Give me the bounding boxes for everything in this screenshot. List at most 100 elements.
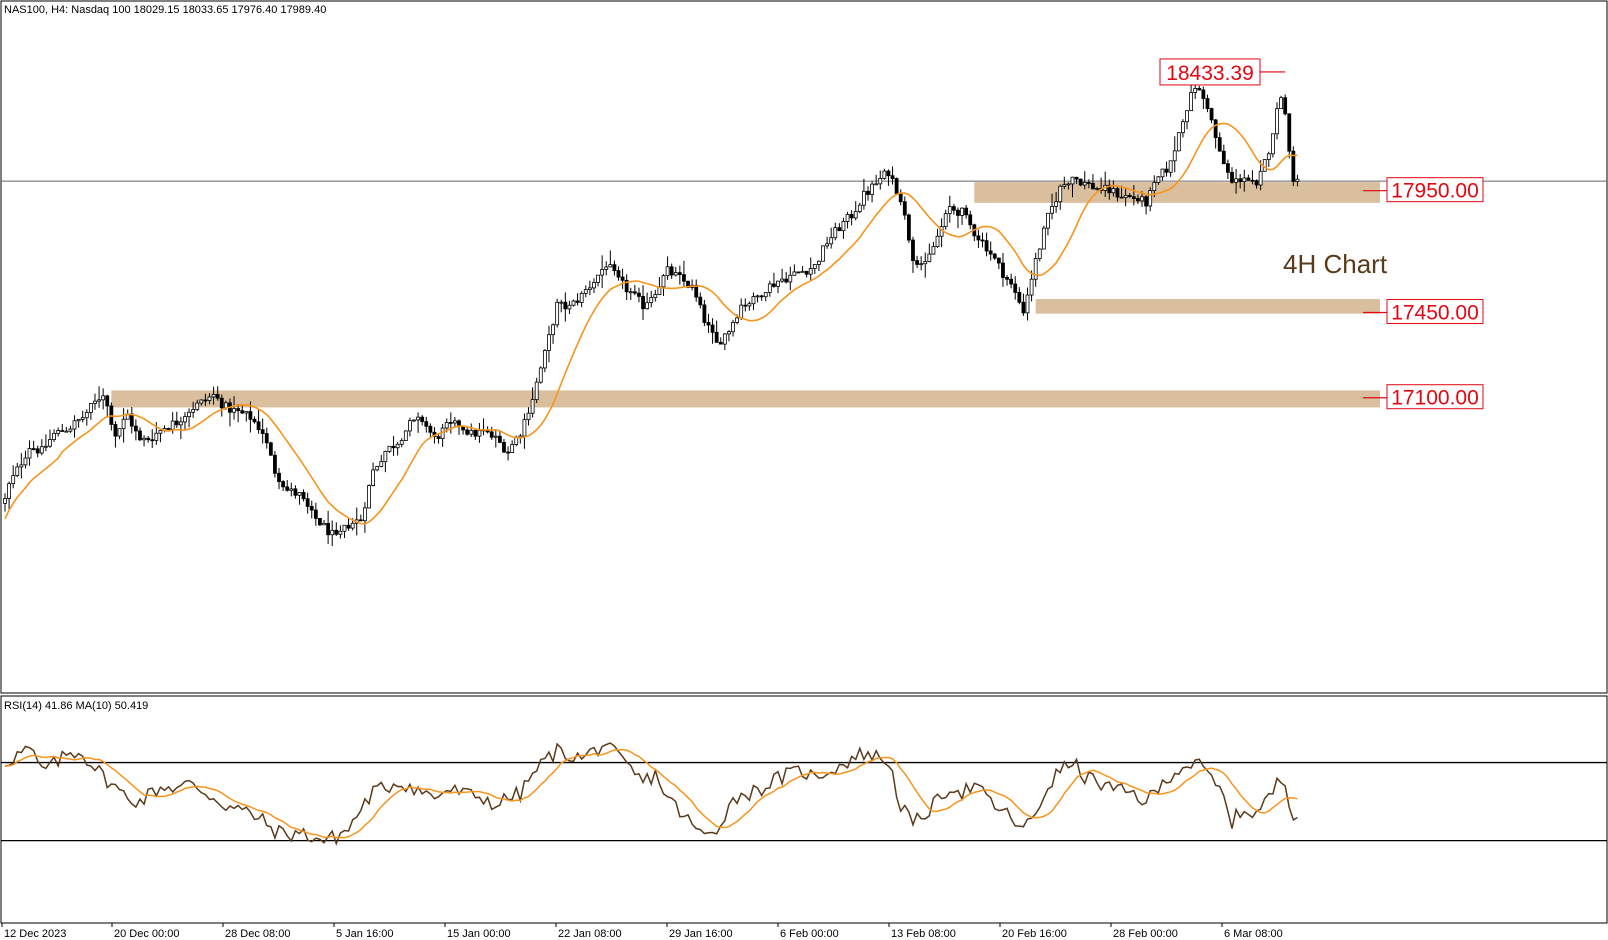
candle-body <box>1266 153 1271 160</box>
candle-body <box>1140 196 1144 202</box>
candle-body <box>587 287 592 291</box>
candle-body <box>694 284 699 298</box>
candle-body <box>722 333 727 345</box>
candle-body <box>367 485 371 509</box>
candle-body <box>923 261 928 265</box>
candle-body <box>1009 278 1014 285</box>
candle-body <box>530 399 535 414</box>
x-axis-tick-label: 20 Feb 16:00 <box>1002 928 1067 940</box>
candle-body <box>1013 283 1018 293</box>
candle-body <box>342 524 347 532</box>
candle-body <box>628 291 633 294</box>
candle-body <box>1144 196 1149 207</box>
candle-body <box>1176 132 1181 152</box>
candle-body <box>579 292 584 303</box>
candle-body <box>608 264 613 268</box>
candle-body <box>522 419 527 437</box>
candle-body <box>964 207 969 216</box>
candle-body <box>416 416 420 421</box>
rsi-ma-line <box>4 748 1298 839</box>
candle-body <box>391 445 396 449</box>
candle-body <box>882 170 887 179</box>
candle-body <box>72 420 77 430</box>
candle-body <box>448 422 453 424</box>
candle-body <box>469 429 474 435</box>
candle-body <box>784 278 789 283</box>
candle-body <box>1250 179 1255 182</box>
candle-body <box>755 295 760 298</box>
candle-body <box>15 466 20 476</box>
candle-body <box>1025 294 1030 314</box>
candle-body <box>915 260 919 265</box>
candle-body <box>510 444 515 453</box>
candle-body <box>1258 170 1263 186</box>
candle-body <box>984 240 989 252</box>
candle-body <box>93 400 97 404</box>
candle-body <box>1082 182 1087 186</box>
candle-body <box>379 461 384 467</box>
candle-body <box>285 486 290 491</box>
candle-body <box>788 274 793 283</box>
price-level-box <box>1386 384 1484 410</box>
candle-body <box>612 264 617 272</box>
candle-body <box>833 227 838 239</box>
candle-body <box>767 283 772 293</box>
candle-body <box>1242 177 1247 183</box>
x-axis-tick-label: 5 Jan 16:00 <box>336 928 394 940</box>
candle-body <box>890 175 895 179</box>
candle-body <box>174 420 179 426</box>
candle-body <box>792 271 797 276</box>
candle-body <box>297 492 302 496</box>
candle-body <box>80 417 85 420</box>
candle-body <box>559 301 564 304</box>
candle-body <box>363 507 367 522</box>
candle-body <box>1148 190 1153 207</box>
candle-body <box>1029 278 1034 296</box>
candle-body <box>68 428 73 432</box>
x-axis-tick-label: 6 Mar 08:00 <box>1224 928 1283 940</box>
candle-body <box>653 294 658 299</box>
candle-body <box>906 214 911 241</box>
candle-body <box>620 276 625 281</box>
candle-body <box>493 435 498 438</box>
candle-body <box>841 221 846 232</box>
candle-body <box>947 206 952 215</box>
candle-body <box>1168 160 1173 173</box>
candle-body <box>992 253 997 259</box>
candle-body <box>821 245 825 262</box>
candle-body <box>11 475 16 485</box>
x-axis-tick-label: 28 Dec 08:00 <box>225 928 290 940</box>
candle-body <box>1131 196 1136 199</box>
candle-body <box>27 448 32 459</box>
support-zone <box>111 390 1381 408</box>
candle-body <box>1201 89 1206 99</box>
price-level-box <box>1386 177 1484 203</box>
candle-body <box>424 421 429 427</box>
candle-body <box>1037 248 1042 259</box>
candle-body <box>829 237 834 245</box>
candle-body <box>260 429 265 434</box>
candle-body <box>1234 178 1238 183</box>
candle-body <box>121 418 126 430</box>
candle-body <box>641 296 645 310</box>
candle-body <box>170 420 175 430</box>
candle-body <box>551 324 555 336</box>
candle-body <box>812 264 817 269</box>
candle-body <box>44 445 48 448</box>
candle-body <box>1095 188 1099 190</box>
candle-body <box>207 396 212 401</box>
candle-body <box>1091 182 1095 190</box>
candle-body <box>1119 196 1124 199</box>
candle-body <box>465 429 470 435</box>
candle-body <box>1041 227 1046 250</box>
candle-body <box>780 278 784 282</box>
candle-body <box>996 257 1001 264</box>
candle-body <box>862 190 866 206</box>
candle-body <box>677 272 682 275</box>
candle-body <box>902 201 907 216</box>
moving-average-line <box>4 122 1298 525</box>
candle-body <box>1226 163 1230 173</box>
candle-body <box>919 263 924 266</box>
candle-body <box>727 331 731 335</box>
candle-body <box>956 209 960 216</box>
